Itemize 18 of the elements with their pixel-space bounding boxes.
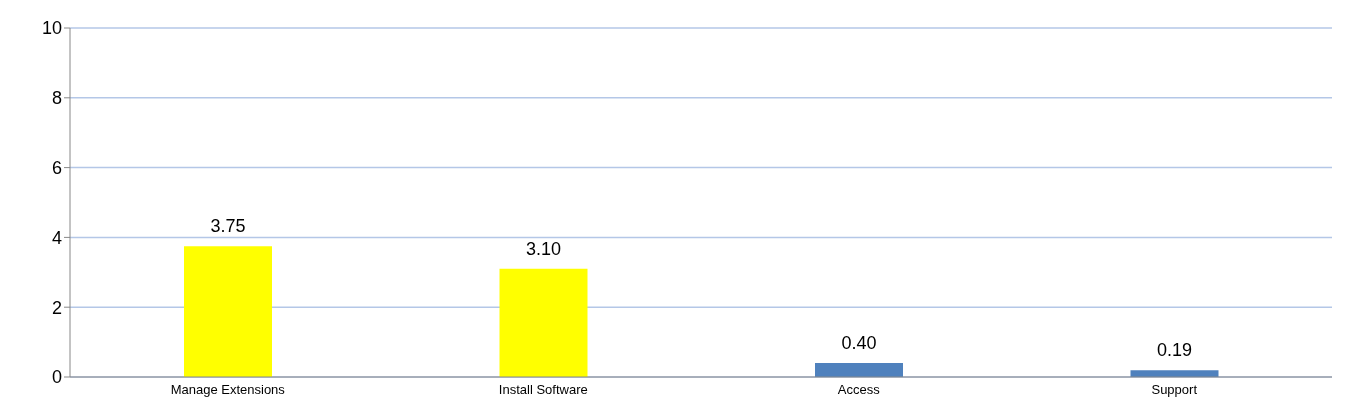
y-tick-label: 0 bbox=[51, 367, 62, 388]
x-tick-label: Manage Extensions bbox=[170, 382, 286, 398]
data-label: 3.75 bbox=[210, 216, 246, 237]
x-tick-label: Access bbox=[837, 382, 881, 398]
x-tick-label: Support bbox=[1151, 382, 1198, 398]
y-tick-label: 4 bbox=[51, 227, 62, 248]
y-tick-label: 6 bbox=[51, 157, 62, 178]
bar bbox=[499, 268, 588, 377]
bar bbox=[815, 363, 903, 377]
x-tick-label: Install Software bbox=[498, 382, 588, 398]
y-tick-label: 10 bbox=[41, 18, 62, 39]
y-tick-label: 8 bbox=[51, 88, 62, 109]
data-label: 0.40 bbox=[841, 333, 877, 354]
data-label: 0.19 bbox=[1156, 340, 1193, 361]
bar bbox=[184, 246, 272, 377]
y-tick-label: 2 bbox=[51, 297, 62, 318]
data-label: 3.10 bbox=[525, 238, 562, 259]
bar bbox=[1130, 370, 1219, 377]
